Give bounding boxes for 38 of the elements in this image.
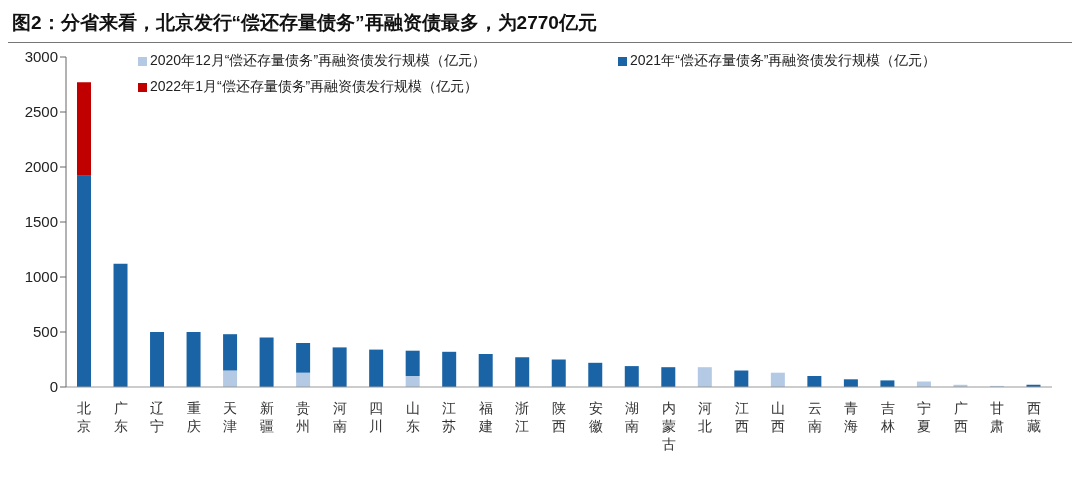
x-tick-label: 江苏	[442, 400, 457, 434]
x-tick-label: 重庆	[186, 400, 201, 434]
y-tick-label: 3000	[24, 48, 58, 66]
x-tick-label: 浙江	[515, 400, 530, 434]
x-tick-label: 四川	[369, 400, 384, 434]
x-tick-label: 福建	[477, 400, 493, 434]
legend-label: 2021年“偿还存量债务”再融资债发行规模（亿元）	[630, 52, 937, 70]
x-tick-label: 河北	[698, 400, 713, 434]
x-tick-label: 天津	[223, 400, 238, 434]
x-tick-label: 宁夏	[917, 400, 932, 434]
x-tick-label: 甘肃	[990, 400, 1005, 434]
y-tick-label: 1000	[24, 268, 58, 286]
x-tick-label: 山东	[405, 400, 420, 434]
x-tick-label: 辽宁	[150, 400, 165, 434]
legend-label: 2020年12月“偿还存量债务”再融资债发行规模（亿元）	[150, 52, 487, 70]
x-tick-label: 山西	[771, 400, 786, 434]
x-tick-label: 江西	[734, 400, 749, 434]
x-tick-label: 广东	[113, 400, 128, 434]
x-tick-label: 云南	[807, 400, 822, 434]
chart-title: 图2：分省来看，北京发行“偿还存量债务”再融资债最多，为2770亿元	[8, 8, 1072, 43]
x-tick-label: 内蒙古	[661, 400, 676, 452]
x-tick-label: 陕西	[552, 400, 566, 434]
x-tick-label: 西藏	[1026, 400, 1041, 434]
x-tick-label: 湖南	[625, 400, 640, 434]
y-tick-label: 2000	[24, 158, 58, 176]
y-tick-label: 2500	[24, 103, 58, 121]
x-tick-label: 北京	[77, 400, 92, 434]
x-tick-label: 河南	[332, 400, 347, 434]
y-tick-label: 1500	[24, 213, 58, 231]
x-tick-label: 广西	[953, 400, 968, 434]
x-tick-label: 安徽	[588, 400, 603, 434]
y-tick-label: 0	[49, 378, 58, 396]
legend-label: 2022年1月“偿还存量债务”再融资债发行规模（亿元）	[150, 78, 479, 96]
x-tick-label: 吉林	[879, 400, 895, 434]
x-tick-label: 青海	[844, 400, 859, 434]
x-tick-label: 新疆	[259, 400, 274, 434]
x-tick-label: 贵州	[296, 400, 311, 434]
y-tick-label: 500	[32, 323, 58, 341]
